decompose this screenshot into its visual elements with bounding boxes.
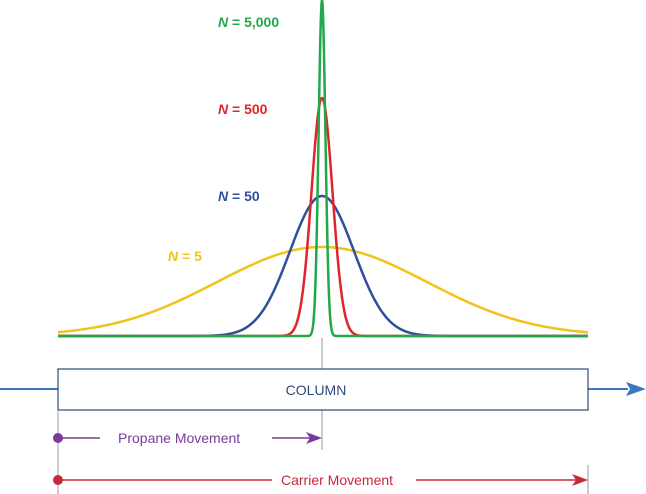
label-n5: N = 5	[168, 248, 202, 264]
label-n5000: N = 5,000	[218, 14, 279, 30]
label-n500: N = 500	[218, 101, 268, 117]
curve-n5000	[58, 0, 588, 338]
column-box	[57, 368, 589, 411]
label-n50: N = 50	[218, 188, 260, 204]
curve-n500	[58, 96, 588, 338]
flow-arrowhead-icon	[626, 382, 646, 396]
propane-arrowhead-icon	[306, 432, 322, 444]
carrier-label: Carrier Movement	[281, 472, 393, 488]
carrier-arrowhead-icon	[572, 474, 588, 486]
column-label: COLUMN	[286, 382, 347, 398]
curve-n5	[57, 245, 589, 334]
curve-n50	[58, 194, 588, 338]
propane-label: Propane Movement	[118, 430, 240, 446]
